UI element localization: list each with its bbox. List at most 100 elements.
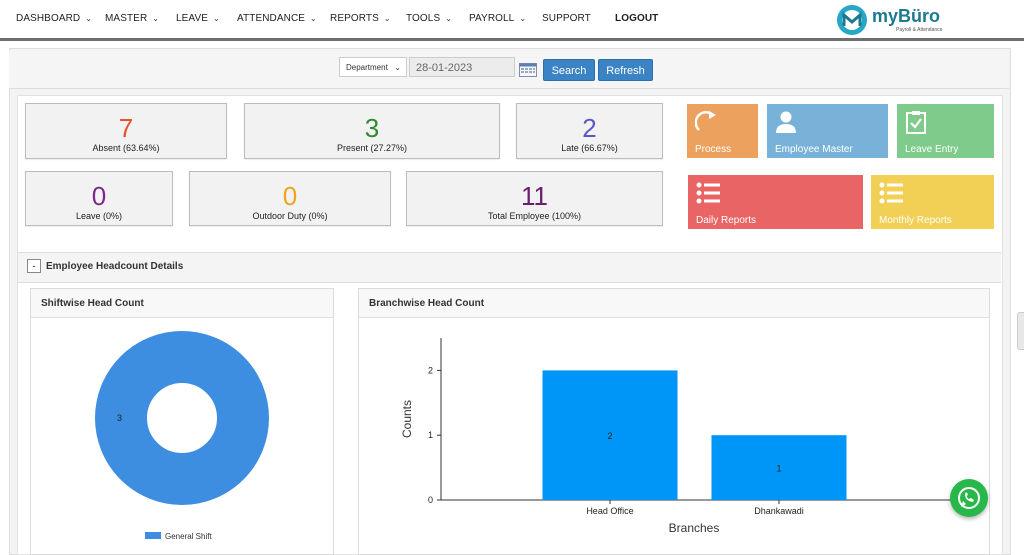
brand-logo[interactable]: myBüro Payroll & Attendance xyxy=(836,4,956,36)
tile-leave-entry-label: Leave Entry xyxy=(905,144,959,155)
refresh-arrow-icon xyxy=(695,110,716,131)
donut-group xyxy=(95,331,269,505)
nav-master-label: MASTER xyxy=(105,13,148,24)
donut-slice xyxy=(95,331,269,505)
date-input[interactable]: 28-01-2023 xyxy=(409,57,515,77)
nav-support[interactable]: SUPPORT xyxy=(542,13,591,24)
shiftwise-donut-chart: 3 General Shift xyxy=(95,331,269,541)
tile-leave-entry[interactable]: Leave Entry xyxy=(897,104,994,158)
nav-dashboard-label: DASHBOARD xyxy=(16,13,81,24)
nav-logout-label: LOGOUT xyxy=(615,13,659,24)
stat-total-value: 11 xyxy=(521,181,548,211)
x-tick-label: Dhankawadi xyxy=(754,506,804,516)
nav-payroll-label: PAYROLL xyxy=(469,13,515,24)
search-button[interactable]: Search xyxy=(543,59,595,81)
nav-leave-label: LEAVE xyxy=(176,13,208,24)
stat-late-value: 2 xyxy=(582,113,597,143)
bar-value-label: 2 xyxy=(607,431,612,441)
branchwise-card: Branchwise Head Count 0 1 2 2 Head Office 1 Dh… xyxy=(358,288,990,555)
tile-process-label: Process xyxy=(695,144,732,155)
chevron-down-icon: ⌄ xyxy=(213,14,220,23)
branchwise-card-header: Branchwise Head Count xyxy=(359,289,989,318)
whatsapp-button[interactable] xyxy=(950,479,988,517)
nav-tools[interactable]: TOOLS ⌄ xyxy=(406,13,452,24)
stat-late[interactable]: 2 Late (66.67%) xyxy=(516,103,663,159)
x-tick-label: Head Office xyxy=(586,506,633,516)
chevron-down-icon: ⌄ xyxy=(394,63,401,72)
stat-total-label: Total Employee (100%) xyxy=(487,211,582,221)
stat-total-employee[interactable]: 11 Total Employee (100%) xyxy=(406,171,663,226)
tile-employee-master-label: Employee Master xyxy=(775,144,853,155)
stat-present[interactable]: 3 Present (27.27%) xyxy=(244,103,500,159)
stat-outdoor-value: 0 xyxy=(282,181,298,211)
tile-employee-master[interactable]: Employee Master xyxy=(767,104,888,158)
y-axis-label: Counts xyxy=(400,400,414,438)
refresh-button[interactable]: Refresh xyxy=(598,59,653,81)
side-panel-tab[interactable] xyxy=(1017,312,1024,350)
stat-present-label: Present (27.27%) xyxy=(336,143,408,153)
list-icon xyxy=(696,182,720,204)
nav-leave[interactable]: LEAVE ⌄ xyxy=(176,13,220,24)
nav-reports[interactable]: REPORTS ⌄ xyxy=(330,13,391,24)
chevron-down-icon: ⌄ xyxy=(310,14,317,23)
x-axis-label: Branches xyxy=(669,521,720,535)
branchwise-card-title: Branchwise Head Count xyxy=(369,298,485,309)
branchwise-bar-chart: 0 1 2 2 Head Office 1 Dhankawadi Branches Counts xyxy=(400,338,951,535)
y-tick-label: 0 xyxy=(428,495,433,505)
tile-process[interactable]: Process xyxy=(687,104,758,158)
y-tick-label: 1 xyxy=(428,430,433,440)
stat-present-value: 3 xyxy=(364,113,380,143)
calendar-icon[interactable] xyxy=(519,62,537,77)
stat-leave[interactable]: 0 Leave (0%) xyxy=(25,171,173,226)
nav-support-label: SUPPORT xyxy=(542,13,591,24)
stat-absent-label: Absent (63.64%) xyxy=(92,143,160,153)
stat-outdoor-duty[interactable]: 0 Outdoor Duty (0%) xyxy=(189,171,391,226)
shiftwise-card: Shiftwise Head Count 3 General Shift xyxy=(30,288,334,555)
department-select[interactable]: Department ⌄ xyxy=(339,57,407,77)
tile-monthly-reports-label: Monthly Reports xyxy=(879,215,952,226)
nav-payroll[interactable]: PAYROLL ⌄ xyxy=(469,13,526,24)
legend-label: General Shift xyxy=(165,532,212,541)
nav-reports-label: REPORTS xyxy=(330,13,379,24)
chevron-down-icon: ⌄ xyxy=(519,14,527,23)
nav-master[interactable]: MASTER ⌄ xyxy=(105,13,159,24)
logo-tagline: Payroll & Attendance xyxy=(896,27,943,33)
bar xyxy=(542,370,678,500)
logo-mark-icon xyxy=(837,5,867,35)
y-tick-label: 2 xyxy=(428,365,433,375)
department-select-value: Department xyxy=(346,63,388,72)
chevron-down-icon: ⌄ xyxy=(85,14,93,23)
shiftwise-card-title: Shiftwise Head Count xyxy=(41,298,144,309)
tile-daily-reports-label: Daily Reports xyxy=(696,215,757,226)
slice-value-label: 3 xyxy=(117,413,122,423)
legend-swatch xyxy=(145,532,161,539)
headcount-section-header xyxy=(18,252,1001,283)
chevron-down-icon: ⌄ xyxy=(152,14,160,23)
nav-logout[interactable]: LOGOUT xyxy=(615,13,658,24)
bar xyxy=(711,435,847,500)
stat-leave-label: Leave (0%) xyxy=(75,211,123,221)
section-title: Employee Headcount Details xyxy=(46,261,184,272)
stat-absent-value: 7 xyxy=(118,113,134,143)
clipboard-check-icon xyxy=(906,111,926,134)
tile-monthly-reports[interactable]: Monthly Reports xyxy=(871,175,994,229)
nav-attendance[interactable]: ATTENDANCE ⌄ xyxy=(237,13,317,24)
stat-leave-value: 0 xyxy=(91,181,107,211)
bar-value-label: 1 xyxy=(776,464,781,474)
shiftwise-card-header: Shiftwise Head Count xyxy=(31,289,333,318)
collapse-toggle-button[interactable]: - xyxy=(27,259,41,273)
whatsapp-icon xyxy=(958,487,980,509)
top-navbar: DASHBOARD ⌄ MASTER ⌄ LEAVE ⌄ ATTENDANCE ⌄ RE… xyxy=(0,0,1024,41)
logo-text: myBüro xyxy=(872,6,941,26)
user-icon xyxy=(776,111,796,133)
list-icon xyxy=(879,182,903,204)
stat-late-label: Late (66.67%) xyxy=(561,143,618,153)
nav-dashboard[interactable]: DASHBOARD ⌄ xyxy=(16,13,92,24)
tile-daily-reports[interactable]: Daily Reports xyxy=(688,175,863,229)
chevron-down-icon: ⌄ xyxy=(383,14,391,23)
nav-tools-label: TOOLS xyxy=(406,13,441,24)
chevron-down-icon: ⌄ xyxy=(445,14,453,23)
stat-absent[interactable]: 7 Absent (63.64%) xyxy=(25,103,227,159)
stat-outdoor-label: Outdoor Duty (0%) xyxy=(252,211,328,221)
nav-attendance-label: ATTENDANCE xyxy=(237,13,306,24)
